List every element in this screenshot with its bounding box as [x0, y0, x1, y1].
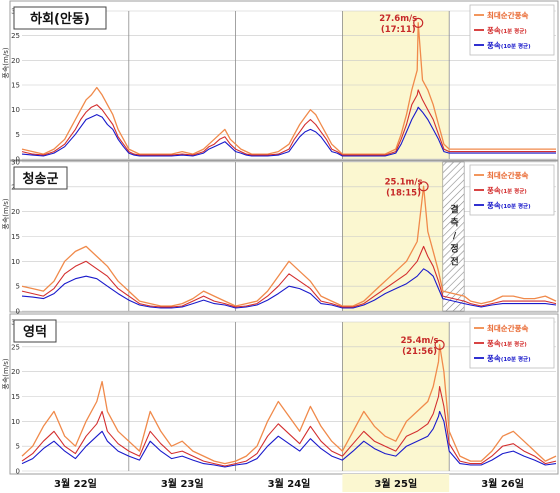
legend-label-mean1: 풍속(1분 평균)	[487, 338, 527, 348]
y-axis-label: 풍속(m/s)	[2, 198, 10, 229]
legend-box	[469, 317, 555, 369]
x-tick-label: 3월 22일	[54, 477, 97, 490]
series-line-mean1	[21, 89, 556, 156]
peak-marker	[434, 339, 445, 350]
legend-label-gust: 최대순간풍속	[487, 323, 528, 333]
outage-region	[442, 161, 465, 312]
station-title: 영덕	[13, 319, 57, 343]
legend-label-gust: 최대순간풍속	[487, 170, 528, 180]
legend-sublabel-mean10: (10분 평균)	[501, 42, 531, 50]
y-tick-label: 5	[16, 283, 20, 291]
y-tick-label: 0	[16, 156, 20, 164]
peak-marker	[413, 17, 424, 28]
y-tick-label: 20	[11, 368, 20, 376]
x-axis-labels: 3월 22일 3월 23일 3월 24일 3월 25일 3월 26일	[54, 474, 524, 492]
legend-label-mean10: 풍속(10분 평균)	[487, 40, 531, 50]
outage-label-char: /	[453, 232, 457, 242]
legend-label-mean1: 풍속(1분 평균)	[487, 25, 527, 35]
y-tick-label: 15	[11, 393, 20, 401]
station-title-text: 하회(안동)	[30, 11, 90, 27]
x-tick-label: 3월 24일	[268, 477, 311, 490]
y-tick-label: 25	[11, 343, 20, 351]
y-axis-label: 풍속(m/s)	[2, 358, 10, 389]
y-tick-label: 5	[16, 131, 20, 139]
x-label-highlight	[342, 474, 450, 492]
peak-value-label: 25.4m/s	[401, 336, 439, 346]
y-tick-label: 20	[11, 57, 20, 65]
peak-value-label: 25.1m/s	[385, 177, 423, 187]
outage-label-char: 정	[450, 243, 458, 255]
legend-label-mean10: 풍속(10분 평균)	[487, 353, 531, 363]
legend-label-mean10: 풍속(10분 평균)	[487, 200, 531, 210]
station-title-text: 영덕	[23, 324, 47, 340]
y-tick-label: 20	[11, 208, 20, 216]
legend-sublabel-mean10: (10분 평균)	[501, 355, 531, 363]
y-tick-label: 10	[11, 106, 20, 114]
y-tick-label: 30	[11, 159, 20, 167]
series-line-mean10	[21, 268, 557, 309]
series-line-mean10	[21, 410, 557, 468]
legend-sublabel-mean1: (1분 평균)	[501, 27, 527, 35]
peak-value-label: 27.6m/s	[379, 14, 417, 24]
legend-label-gust: 최대순간풍속	[487, 10, 528, 20]
legend-sublabel-mean1: (1분 평균)	[501, 187, 527, 195]
legend-sublabel-mean10: (10분 평균)	[501, 202, 531, 210]
series-line-gust	[21, 344, 557, 465]
y-tick-label: 10	[11, 258, 20, 266]
series-line-gust	[21, 22, 556, 155]
series-line-gust	[21, 185, 557, 307]
station-title-box	[13, 319, 57, 343]
station-title-box	[13, 166, 68, 190]
outage-label-char: 측	[450, 217, 458, 229]
station-title: 청송군	[13, 166, 68, 190]
y-tick-label: 0	[16, 468, 20, 476]
y-tick-label: 15	[11, 233, 20, 241]
outage-label-char: 전	[450, 256, 458, 268]
chart-panel-3: 051015202530풍속(m/s)25.4m/s(21:56)영덕최대순간풍…	[2, 313, 559, 476]
x-tick-label: 3월 25일	[374, 477, 417, 490]
legend-label-mean1: 풍속(1분 평균)	[487, 185, 527, 195]
y-tick-label: 10	[11, 418, 20, 426]
y-tick-label: 0	[16, 308, 20, 316]
peak-marker	[418, 181, 429, 192]
series-line-mean10	[21, 106, 556, 157]
chart-panel-1: 0 5 10 15 20 25 30 풍속(m/s) 27.6m/s(17:11) 하회(안동) 최…	[2, 0, 559, 164]
x-tick-label: 3월 26일	[481, 477, 524, 490]
panel-frame	[9, 313, 559, 475]
peak-time-label: (17:11)	[381, 25, 416, 35]
peak-time-label: (21:56)	[402, 347, 437, 357]
series-line-mean1	[21, 245, 557, 308]
station-title: 하회(안동)	[13, 6, 107, 30]
series-line-mean1	[21, 386, 557, 467]
y-tick-label: 15	[11, 82, 20, 90]
x-tick-label: 3월 23일	[161, 477, 204, 490]
y-tick-label: 5	[16, 443, 20, 451]
legend-sublabel-mean1: (1분 평균)	[501, 340, 527, 348]
y-axis-label: 풍속(m/s)	[2, 47, 10, 78]
outage-label-char: 결	[450, 204, 458, 216]
station-title-text: 청송군	[23, 171, 59, 187]
chart-panel-2: 051015202530결측/정전풍속(m/s)25.1m/s(18:15)청송…	[2, 159, 559, 316]
peak-time-label: (18:15)	[386, 188, 421, 198]
station-title-box	[13, 6, 107, 30]
y-tick-label: 25	[11, 32, 20, 40]
